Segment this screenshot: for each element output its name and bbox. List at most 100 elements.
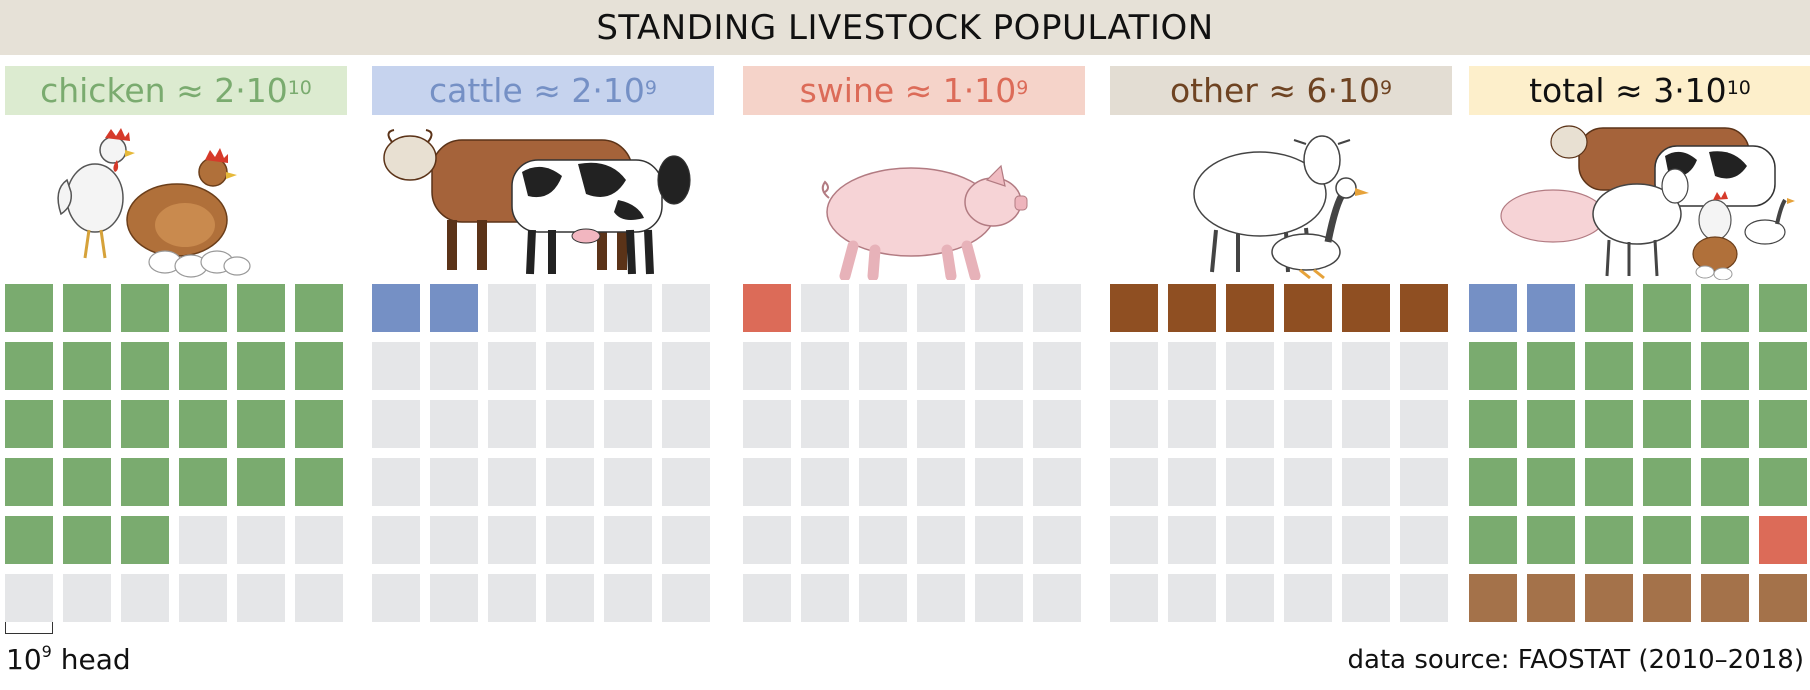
data-source-note: data source: FAOSTAT (2010–2018) — [1347, 645, 1804, 675]
waffle-square-total-other — [1527, 574, 1575, 622]
waffle-square-chicken-chicken — [63, 284, 111, 332]
waffle-square-total-chicken — [1643, 458, 1691, 506]
waffle-square-swine-empty — [975, 284, 1023, 332]
panel-swine: swine ≈ 1·10 9 — [743, 64, 1085, 624]
waffle-square-total-chicken — [1643, 284, 1691, 332]
waffle-square-other-empty — [1342, 516, 1390, 564]
waffle-square-total-chicken — [1585, 342, 1633, 390]
waffle-square-total-chicken — [1701, 458, 1749, 506]
waffle-square-swine-empty — [801, 516, 849, 564]
waffle-square-total-chicken — [1469, 458, 1517, 506]
waffle-square-cattle-empty — [546, 284, 594, 332]
waffle-square-chicken-chicken — [295, 284, 343, 332]
waffle-square-swine-empty — [859, 574, 907, 622]
waffle-square-cattle-empty — [546, 516, 594, 564]
waffle-square-other-empty — [1284, 516, 1332, 564]
scale-unit: head — [60, 643, 131, 676]
waffle-grid-swine — [743, 284, 1085, 624]
label-cattle: cattle ≈ 2·10 9 — [372, 66, 714, 115]
waffle-square-chicken-empty — [295, 516, 343, 564]
waffle-square-swine-empty — [917, 458, 965, 506]
waffle-square-cattle-empty — [488, 342, 536, 390]
waffle-square-swine-empty — [801, 342, 849, 390]
label-other: other ≈ 6·10 9 — [1110, 66, 1452, 115]
waffle-square-total-chicken — [1527, 516, 1575, 564]
waffle-square-other-other — [1226, 284, 1274, 332]
waffle-square-total-chicken — [1701, 516, 1749, 564]
waffle-square-cattle-empty — [372, 400, 420, 448]
waffle-square-cattle-empty — [488, 516, 536, 564]
waffle-square-chicken-empty — [121, 574, 169, 622]
waffle-square-chicken-empty — [179, 516, 227, 564]
scale-base: 10 — [6, 643, 42, 676]
waffle-square-other-empty — [1110, 516, 1158, 564]
waffle-square-total-other — [1643, 574, 1691, 622]
waffle-square-total-chicken — [1701, 400, 1749, 448]
waffle-grid-chicken — [5, 284, 347, 624]
waffle-square-other-empty — [1168, 400, 1216, 448]
waffle-square-other-empty — [1284, 458, 1332, 506]
waffle-square-chicken-chicken — [121, 400, 169, 448]
waffle-square-swine-empty — [859, 458, 907, 506]
label-total-text: total ≈ 3·10 — [1529, 71, 1727, 110]
waffle-square-swine-empty — [801, 400, 849, 448]
label-chicken-exp: 10 — [287, 76, 312, 99]
waffle-square-swine-empty — [859, 284, 907, 332]
waffle-square-cattle-empty — [604, 458, 652, 506]
waffle-square-chicken-chicken — [5, 284, 53, 332]
pig-icon — [743, 120, 1085, 282]
waffle-square-chicken-chicken — [5, 342, 53, 390]
waffle-square-other-empty — [1400, 458, 1448, 506]
waffle-square-other-empty — [1342, 342, 1390, 390]
waffle-square-chicken-chicken — [5, 516, 53, 564]
scale-label: 109 head — [6, 642, 131, 676]
waffle-square-cattle-empty — [488, 284, 536, 332]
waffle-square-swine-empty — [917, 400, 965, 448]
waffle-square-total-chicken — [1701, 342, 1749, 390]
waffle-square-swine-empty — [975, 342, 1023, 390]
waffle-square-swine-empty — [859, 516, 907, 564]
waffle-square-other-empty — [1168, 458, 1216, 506]
waffle-square-swine-empty — [801, 458, 849, 506]
waffle-square-other-empty — [1168, 574, 1216, 622]
waffle-square-cattle-empty — [372, 458, 420, 506]
label-swine-text: swine ≈ 1·10 — [799, 71, 1017, 110]
waffle-square-swine-empty — [917, 342, 965, 390]
waffle-square-swine-empty — [1033, 342, 1081, 390]
waffle-square-swine-empty — [917, 284, 965, 332]
waffle-square-other-empty — [1168, 342, 1216, 390]
waffle-square-chicken-chicken — [237, 342, 285, 390]
waffle-square-swine-empty — [743, 516, 791, 564]
waffle-square-cattle-empty — [662, 574, 710, 622]
waffle-square-swine-empty — [1033, 516, 1081, 564]
waffle-grid-cattle — [372, 284, 714, 624]
waffle-square-cattle-empty — [430, 574, 478, 622]
waffle-square-chicken-chicken — [121, 342, 169, 390]
waffle-square-cattle-empty — [546, 342, 594, 390]
waffle-square-total-chicken — [1469, 342, 1517, 390]
waffle-square-other-empty — [1226, 342, 1274, 390]
waffle-square-cattle-empty — [604, 516, 652, 564]
waffle-square-chicken-empty — [237, 516, 285, 564]
panel-cattle: cattle ≈ 2·10 9 — [372, 64, 714, 624]
waffle-square-cattle-empty — [662, 516, 710, 564]
waffle-square-swine-empty — [1033, 284, 1081, 332]
waffle-square-total-chicken — [1759, 400, 1807, 448]
waffle-square-chicken-chicken — [63, 400, 111, 448]
waffle-square-other-empty — [1226, 516, 1274, 564]
waffle-square-chicken-empty — [295, 574, 343, 622]
waffle-square-total-chicken — [1469, 400, 1517, 448]
waffle-square-other-empty — [1110, 342, 1158, 390]
waffle-square-chicken-chicken — [121, 458, 169, 506]
waffle-square-other-empty — [1400, 342, 1448, 390]
waffle-square-total-other — [1585, 574, 1633, 622]
waffle-square-chicken-chicken — [295, 458, 343, 506]
waffle-square-cattle-empty — [546, 458, 594, 506]
waffle-square-cattle-empty — [604, 574, 652, 622]
waffle-square-swine-empty — [743, 342, 791, 390]
waffle-square-total-cattle — [1469, 284, 1517, 332]
waffle-square-other-empty — [1110, 458, 1158, 506]
waffle-square-other-empty — [1400, 400, 1448, 448]
label-chicken: chicken ≈ 2·10 10 — [5, 66, 347, 115]
waffle-square-other-other — [1110, 284, 1158, 332]
